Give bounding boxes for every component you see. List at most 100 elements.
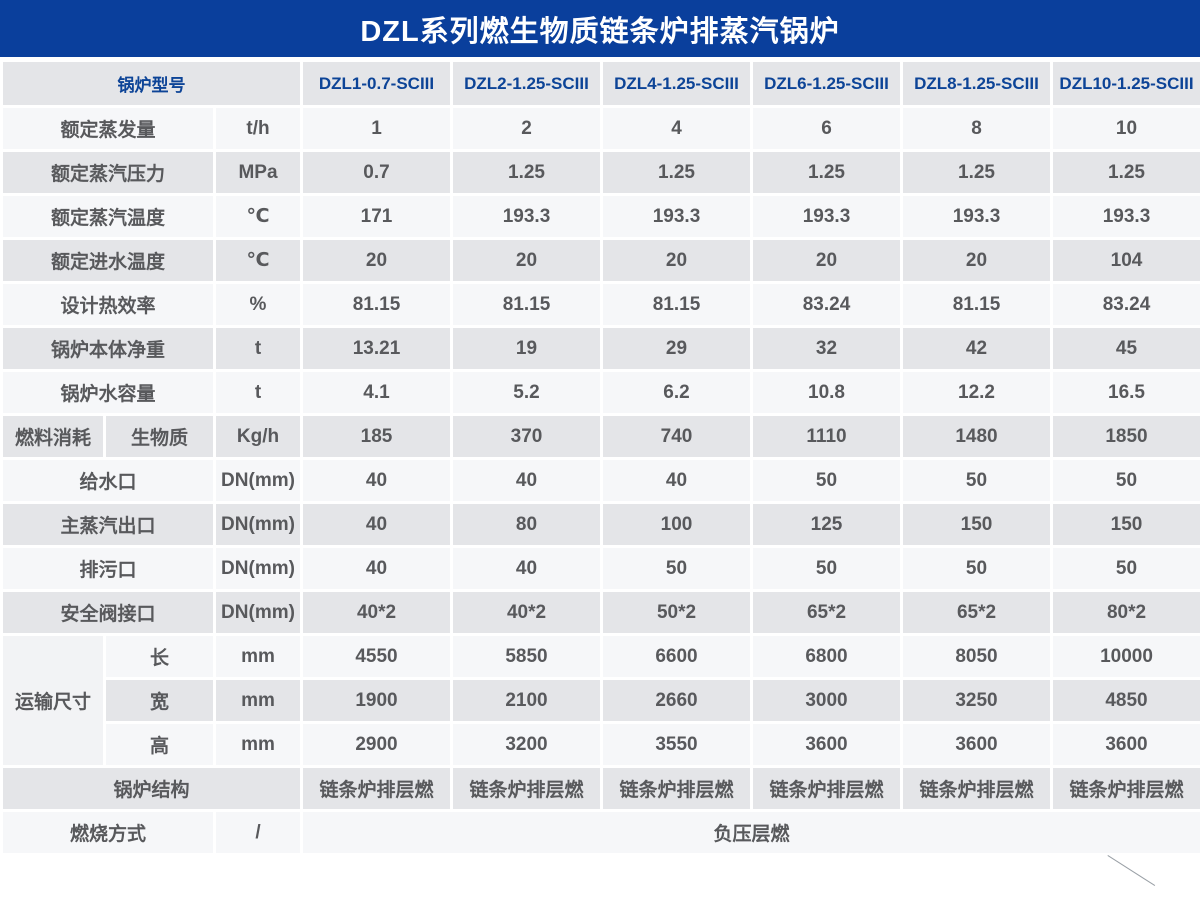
spec-value-cell: 1900 bbox=[300, 677, 453, 724]
spec-value-cell: 45 bbox=[1050, 325, 1200, 372]
row-label: 主蒸汽出口 bbox=[0, 501, 216, 548]
table-header-row: 锅炉型号 DZL1-0.7-SCIII DZL2-1.25-SCIII DZL4-1… bbox=[0, 59, 1200, 108]
table-row: 额定蒸发量 t/h 1 2 4 6 8 10 bbox=[0, 105, 1200, 152]
row-label: 设计热效率 bbox=[0, 281, 216, 328]
spec-value-cell: 193.3 bbox=[900, 193, 1053, 240]
spec-value-cell: 50 bbox=[900, 457, 1053, 504]
spec-value-cell: 193.3 bbox=[750, 193, 903, 240]
spec-value-cell: 4.1 bbox=[300, 369, 453, 416]
row-label: 生物质 bbox=[103, 413, 216, 460]
model-column-header: DZL8-1.25-SCIII bbox=[900, 59, 1053, 108]
spec-value-cell: 20 bbox=[450, 237, 603, 284]
spec-value-cell: 4550 bbox=[300, 633, 453, 680]
row-unit: DN(mm) bbox=[213, 589, 303, 636]
spec-table: 锅炉型号 DZL1-0.7-SCIII DZL2-1.25-SCIII DZL4-1… bbox=[0, 59, 1200, 856]
spec-value-cell: 5850 bbox=[450, 633, 603, 680]
row-unit: t/h bbox=[213, 105, 303, 152]
spec-value-cell: 1.25 bbox=[750, 149, 903, 196]
spec-value-cell: 83.24 bbox=[750, 281, 903, 328]
table-row: 主蒸汽出口 DN(mm) 40 80 100 125 150 150 bbox=[0, 501, 1200, 548]
spec-value-cell: 370 bbox=[450, 413, 603, 460]
spec-value-cell: 1850 bbox=[1050, 413, 1200, 460]
spec-value-cell: 50*2 bbox=[600, 589, 753, 636]
spec-value-cell: 13.21 bbox=[300, 325, 453, 372]
row-label: 额定蒸汽温度 bbox=[0, 193, 216, 240]
row-unit: mm bbox=[213, 633, 303, 680]
row-label: 燃烧方式 bbox=[0, 809, 216, 856]
spec-value-cell: 2900 bbox=[300, 721, 453, 768]
model-column-header: DZL1-0.7-SCIII bbox=[300, 59, 453, 108]
spec-value-cell: 2660 bbox=[600, 677, 753, 724]
spec-value-cell: 171 bbox=[300, 193, 453, 240]
row-label: 额定蒸汽压力 bbox=[0, 149, 216, 196]
spec-value-cell: 50 bbox=[900, 545, 1053, 592]
spec-value-cell: 20 bbox=[750, 237, 903, 284]
row-unit: mm bbox=[213, 677, 303, 724]
row-label: 额定蒸发量 bbox=[0, 105, 216, 152]
table-row: 锅炉水容量 t 4.1 5.2 6.2 10.8 12.2 16.5 bbox=[0, 369, 1200, 416]
spec-value-cell: 50 bbox=[1050, 457, 1200, 504]
spec-value-cell: 12.2 bbox=[900, 369, 1053, 416]
spec-value-cell: 3550 bbox=[600, 721, 753, 768]
spec-value-cell: 65*2 bbox=[900, 589, 1053, 636]
spec-value-cell: 193.3 bbox=[600, 193, 753, 240]
row-label: 排污口 bbox=[0, 545, 216, 592]
spec-value-cell: 40 bbox=[300, 545, 453, 592]
spec-value-cell: 8 bbox=[900, 105, 1053, 152]
merged-value-cell: 负压层燃 bbox=[300, 809, 1200, 856]
spec-value-cell: 81.15 bbox=[300, 281, 453, 328]
spec-value-cell: 6 bbox=[750, 105, 903, 152]
row-label: 锅炉结构 bbox=[0, 765, 303, 812]
spec-value-cell: 5.2 bbox=[450, 369, 603, 416]
spec-value-cell: 3250 bbox=[900, 677, 1053, 724]
spec-value-cell: 50 bbox=[600, 545, 753, 592]
spec-value-cell: 4 bbox=[600, 105, 753, 152]
spec-value-cell: 1110 bbox=[750, 413, 903, 460]
spec-value-cell: 20 bbox=[600, 237, 753, 284]
row-unit: DN(mm) bbox=[213, 501, 303, 548]
spec-value-cell: 150 bbox=[900, 501, 1053, 548]
row-unit: Kg/h bbox=[213, 413, 303, 460]
spec-value-cell: 链条炉排层燃 bbox=[450, 765, 603, 812]
spec-value-cell: 链条炉排层燃 bbox=[900, 765, 1053, 812]
row-unit: ℃ bbox=[213, 237, 303, 284]
spec-value-cell: 3600 bbox=[900, 721, 1053, 768]
spec-value-cell: 1 bbox=[300, 105, 453, 152]
spec-value-cell: 42 bbox=[900, 325, 1053, 372]
table-row: 高 mm 2900 3200 3550 3600 3600 3600 bbox=[2, 721, 1200, 768]
table-row: 设计热效率% 81.15 81.15 81.15 83.24 81.15 83.24 bbox=[0, 281, 1200, 328]
spec-value-cell: 104 bbox=[1050, 237, 1200, 284]
spec-value-cell: 29 bbox=[600, 325, 753, 372]
row-label: 给水口 bbox=[0, 457, 216, 504]
spec-value-cell: 4850 bbox=[1050, 677, 1200, 724]
row-label: 额定进水温度 bbox=[0, 237, 216, 284]
spec-value-cell: 40 bbox=[300, 501, 453, 548]
spec-value-cell: 50 bbox=[1050, 545, 1200, 592]
spec-value-cell: 40 bbox=[300, 457, 453, 504]
spec-value-cell: 10 bbox=[1050, 105, 1200, 152]
spec-value-cell: 740 bbox=[600, 413, 753, 460]
row-unit: mm bbox=[213, 721, 303, 768]
spec-value-cell: 81.15 bbox=[450, 281, 603, 328]
spec-value-cell: 40*2 bbox=[300, 589, 453, 636]
spec-value-cell: 6.2 bbox=[600, 369, 753, 416]
spec-value-cell: 40 bbox=[450, 545, 603, 592]
spec-table-body: 额定蒸发量 t/h 1 2 4 6 8 10 额定蒸汽压力 MPa 0.7 1.25 1.25 1.25 1… bbox=[0, 105, 1200, 856]
row-label: 锅炉水容量 bbox=[0, 369, 216, 416]
spec-value-cell: 125 bbox=[750, 501, 903, 548]
spec-value-cell: 185 bbox=[300, 413, 453, 460]
spec-value-cell: 19 bbox=[450, 325, 603, 372]
row-label: 宽 bbox=[103, 677, 216, 724]
spec-value-cell: 100 bbox=[600, 501, 753, 548]
table-row: 燃料消耗 生物质 Kg/h 185 370 740 1110 1480 1850 bbox=[0, 413, 1200, 460]
row-label: 安全阀接口 bbox=[0, 589, 216, 636]
page-title: DZL系列燃生物质链条炉排蒸汽锅炉 bbox=[360, 15, 840, 48]
spec-value-cell: 193.3 bbox=[1050, 193, 1200, 240]
spec-value-cell: 81.15 bbox=[600, 281, 753, 328]
spec-value-cell: 65*2 bbox=[750, 589, 903, 636]
spec-value-cell: 链条炉排层燃 bbox=[1050, 765, 1200, 812]
row-label: 燃料消耗 bbox=[0, 413, 106, 460]
spec-value-cell: 20 bbox=[900, 237, 1053, 284]
row-unit: % bbox=[213, 281, 303, 328]
table-row: 燃烧方式 / 负压层燃 bbox=[0, 809, 1200, 856]
